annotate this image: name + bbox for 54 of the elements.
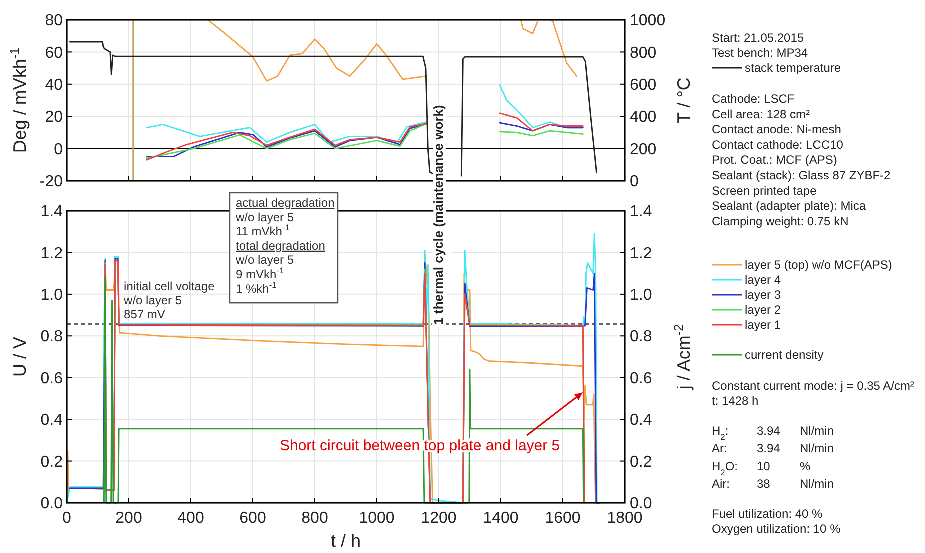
y2-axis-title: T / °C: [674, 78, 694, 124]
y2-tick-label: 0.2: [630, 454, 652, 471]
y2-tick-label: 400: [630, 109, 657, 126]
y2-tick-label: 0.6: [630, 370, 652, 388]
legend-label: stack temperature: [745, 61, 842, 75]
text: H$_{2}$: 3.94 Nl/min Ar: 3.94 Nl/min H$_{2}$O: 10 % Air: 38 Nl/min: [712, 424, 834, 492]
x-tick-label: 1400: [483, 510, 519, 527]
y-tick-label: 0.6: [40, 370, 64, 388]
y-axis-title: U / V: [10, 336, 30, 378]
legend-label: layer 2: [745, 303, 782, 317]
legend-label: layer 3: [745, 288, 782, 302]
legend-label: layer 4: [745, 273, 782, 287]
legend-label: layer 5 (top) w/o MCF(APS): [745, 258, 892, 272]
y2-tick-label: 0.4: [630, 412, 652, 430]
y-tick-label: 1.0: [40, 287, 64, 304]
y-tick-label: 0.8: [40, 328, 64, 346]
annotation: initial cell voltage w/o layer 5 857 mV: [123, 280, 216, 322]
y2-tick-label: 1000: [630, 12, 666, 30]
y-tick-label: -20: [40, 174, 64, 191]
y-tick-label: 0.4: [40, 412, 64, 430]
x-tick-label: 1200: [421, 510, 457, 527]
y-tick-label: 20: [45, 109, 64, 126]
text: Fuel utilization: 40 % Oxygen utilization: 10 %: [712, 507, 842, 536]
x-tick-label: 200: [116, 510, 142, 527]
y-tick-label: 0.2: [40, 454, 64, 471]
y-tick-label: 40: [45, 77, 64, 94]
x-tick-label: 1600: [545, 510, 581, 527]
y2-tick-label: 800: [630, 44, 657, 62]
x-tick-label: 800: [302, 510, 328, 527]
x-tick-label: 400: [178, 510, 204, 527]
y2-tick-label: 1.2: [630, 245, 652, 262]
text: actual degradation w/o layer 5 11 mVkh$^{-1}$ total degradation w/o layer 5 9 mVkh$^{-1}$ 1 %kh$^{-1}$: [236, 196, 335, 296]
y2-tick-label: 200: [630, 141, 657, 158]
x-tick-label: 600: [240, 510, 266, 527]
x-axis-title: t / h: [330, 531, 362, 551]
legend-label: layer 1: [745, 318, 782, 332]
y2-tick-label: 0: [630, 174, 639, 191]
text: Constant current mode: j = 0.35 A/cm² t: 1428 h: [712, 379, 914, 408]
annotation: 1 thermal cycle (maintenance work): [431, 105, 446, 325]
y-tick-label: 0.0: [40, 496, 64, 513]
y2-tick-label: 0.8: [630, 328, 652, 346]
y2-tick-label: 1.0: [630, 287, 652, 304]
y2-tick-label: 1.4: [630, 204, 652, 221]
x-tick-label: 1000: [359, 510, 395, 527]
y-tick-label: 1.2: [40, 245, 64, 262]
y-tick-label: 0: [54, 141, 64, 158]
text: Cathode: LSCF Cell area: 128 cm² Contact anode: Ni-mesh Contact cathode: LCC10 Prot. Coat.: MCF (APS) Sealant (stack): Glass 87 ZYBF-2 Screen printed tape Sealant (adapter plate): Mica Clamping weight: 0.75 kN: [712, 92, 891, 228]
legend-label: current density: [745, 348, 824, 362]
y-tick-label: 80: [45, 12, 64, 30]
x-tick-label: 1800: [607, 510, 643, 527]
y2-tick-label: 600: [630, 77, 657, 94]
y-tick-label: 60: [45, 44, 64, 62]
y2-tick-label: 0.0: [630, 496, 652, 513]
y-tick-label: 1.4: [40, 204, 64, 221]
